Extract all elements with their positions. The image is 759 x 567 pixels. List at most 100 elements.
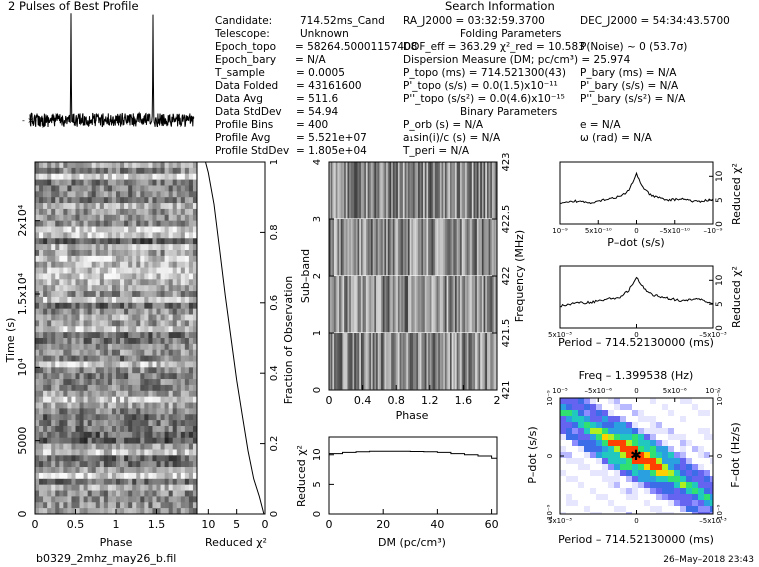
time-phase-ylabel: Time (s)	[4, 318, 17, 364]
time-phase-cell	[128, 390, 133, 397]
time-phase-cell	[124, 296, 129, 304]
map-cell	[698, 512, 705, 514]
map-cell	[698, 404, 705, 411]
time-phase-cell	[47, 502, 52, 509]
time-phase-cell	[47, 238, 52, 245]
time-phase-cell	[67, 431, 72, 439]
time-phase-cell	[63, 472, 68, 480]
time-phase-cell	[160, 279, 165, 286]
tick-label: 10	[715, 274, 725, 286]
map-cell	[650, 410, 657, 417]
time-phase-cell	[111, 402, 117, 409]
subband-cell	[423, 162, 426, 219]
subband-cell	[372, 162, 375, 219]
time-phase-cell	[164, 414, 169, 421]
subband-cell	[344, 219, 347, 276]
time-phase-cell	[39, 379, 44, 386]
subband-cell	[426, 219, 429, 276]
time-phase-cell	[140, 467, 145, 474]
time-phase-cell	[168, 296, 173, 304]
map-cell	[686, 500, 693, 507]
map-cell	[704, 488, 711, 495]
time-phase-cell	[132, 390, 137, 397]
time-phase-cell	[47, 508, 52, 515]
map-cell	[602, 464, 609, 471]
time-phase-cell	[148, 349, 153, 356]
time-phase-cell	[160, 390, 165, 397]
time-phase-cell	[95, 402, 101, 409]
time-phase-cell	[172, 502, 178, 509]
map-cell	[650, 416, 657, 423]
time-phase-cell	[148, 449, 153, 456]
subband-cell	[342, 219, 345, 276]
map-cell	[674, 476, 681, 483]
map-cell	[590, 422, 597, 429]
time-phase-cell	[59, 461, 64, 468]
time-phase-cell	[75, 179, 80, 186]
time-phase-cell	[164, 349, 169, 356]
time-phase-cell	[35, 326, 40, 333]
time-phase-cell	[103, 238, 109, 245]
time-phase-cell	[67, 455, 72, 462]
time-phase-cell	[67, 320, 72, 327]
tick-label: 20	[376, 518, 390, 531]
time-phase-cell	[91, 167, 97, 175]
subband-cell	[451, 162, 454, 219]
time-phase-cell	[128, 185, 133, 192]
time-phase-cell	[39, 402, 44, 409]
time-phase-cell	[140, 185, 145, 192]
time-phase-cell	[91, 250, 97, 257]
time-phase-cell	[67, 291, 72, 298]
time-phase-cell	[124, 502, 129, 509]
time-phase-cell	[164, 320, 169, 327]
map-cell	[608, 452, 615, 459]
subband-cell	[365, 333, 368, 390]
map-xlabel: Period – 714.52130000 (ms)	[558, 533, 714, 546]
subband-cell	[449, 162, 452, 219]
time-phase-cell	[43, 226, 48, 233]
subband-cell	[371, 276, 373, 333]
map-cell	[560, 416, 567, 423]
map-cell	[692, 494, 699, 501]
time-phase-cell	[83, 420, 88, 427]
subband-cell	[476, 333, 479, 390]
time-phase-cell	[152, 408, 157, 415]
map-cell	[698, 494, 705, 501]
time-phase-cell	[35, 162, 40, 169]
time-phase-cell	[184, 185, 190, 192]
time-phase-cell	[176, 490, 182, 497]
time-phase-cell	[67, 508, 72, 515]
time-phase-cell	[148, 296, 153, 304]
subband-cell	[409, 162, 412, 219]
time-phase-cell	[75, 291, 80, 298]
time-phase-cell	[168, 478, 173, 485]
time-phase-cell	[91, 314, 97, 321]
time-phase-cell	[103, 208, 109, 216]
time-phase-cell	[164, 361, 169, 368]
subband-cell	[407, 333, 410, 390]
time-phase-cell	[35, 232, 40, 239]
time-phase-cell	[124, 320, 129, 327]
time-phase-cell	[75, 332, 80, 339]
tick-label: 1.5	[148, 518, 166, 531]
subband-cell	[483, 276, 486, 333]
time-phase-cell	[75, 267, 80, 274]
time-phase-cell	[87, 291, 92, 298]
time-phase-cell	[164, 455, 169, 462]
subband-cell	[421, 333, 424, 390]
time-phase-cell	[156, 361, 161, 368]
time-phase-cell	[140, 320, 145, 327]
time-phase-cell	[148, 402, 153, 409]
time-phase-cell	[83, 332, 88, 339]
subband-cell	[441, 276, 444, 333]
tick-label: 0	[634, 387, 638, 395]
time-phase-cell	[87, 191, 92, 198]
time-phase-cell	[71, 431, 76, 439]
time-phase-cell	[188, 379, 194, 386]
map-cell	[566, 482, 573, 489]
map-cell	[686, 416, 693, 423]
map-cell	[590, 506, 597, 513]
subband-cell	[339, 276, 342, 333]
time-phase-cell	[95, 320, 101, 327]
time-phase-cell	[55, 197, 60, 204]
